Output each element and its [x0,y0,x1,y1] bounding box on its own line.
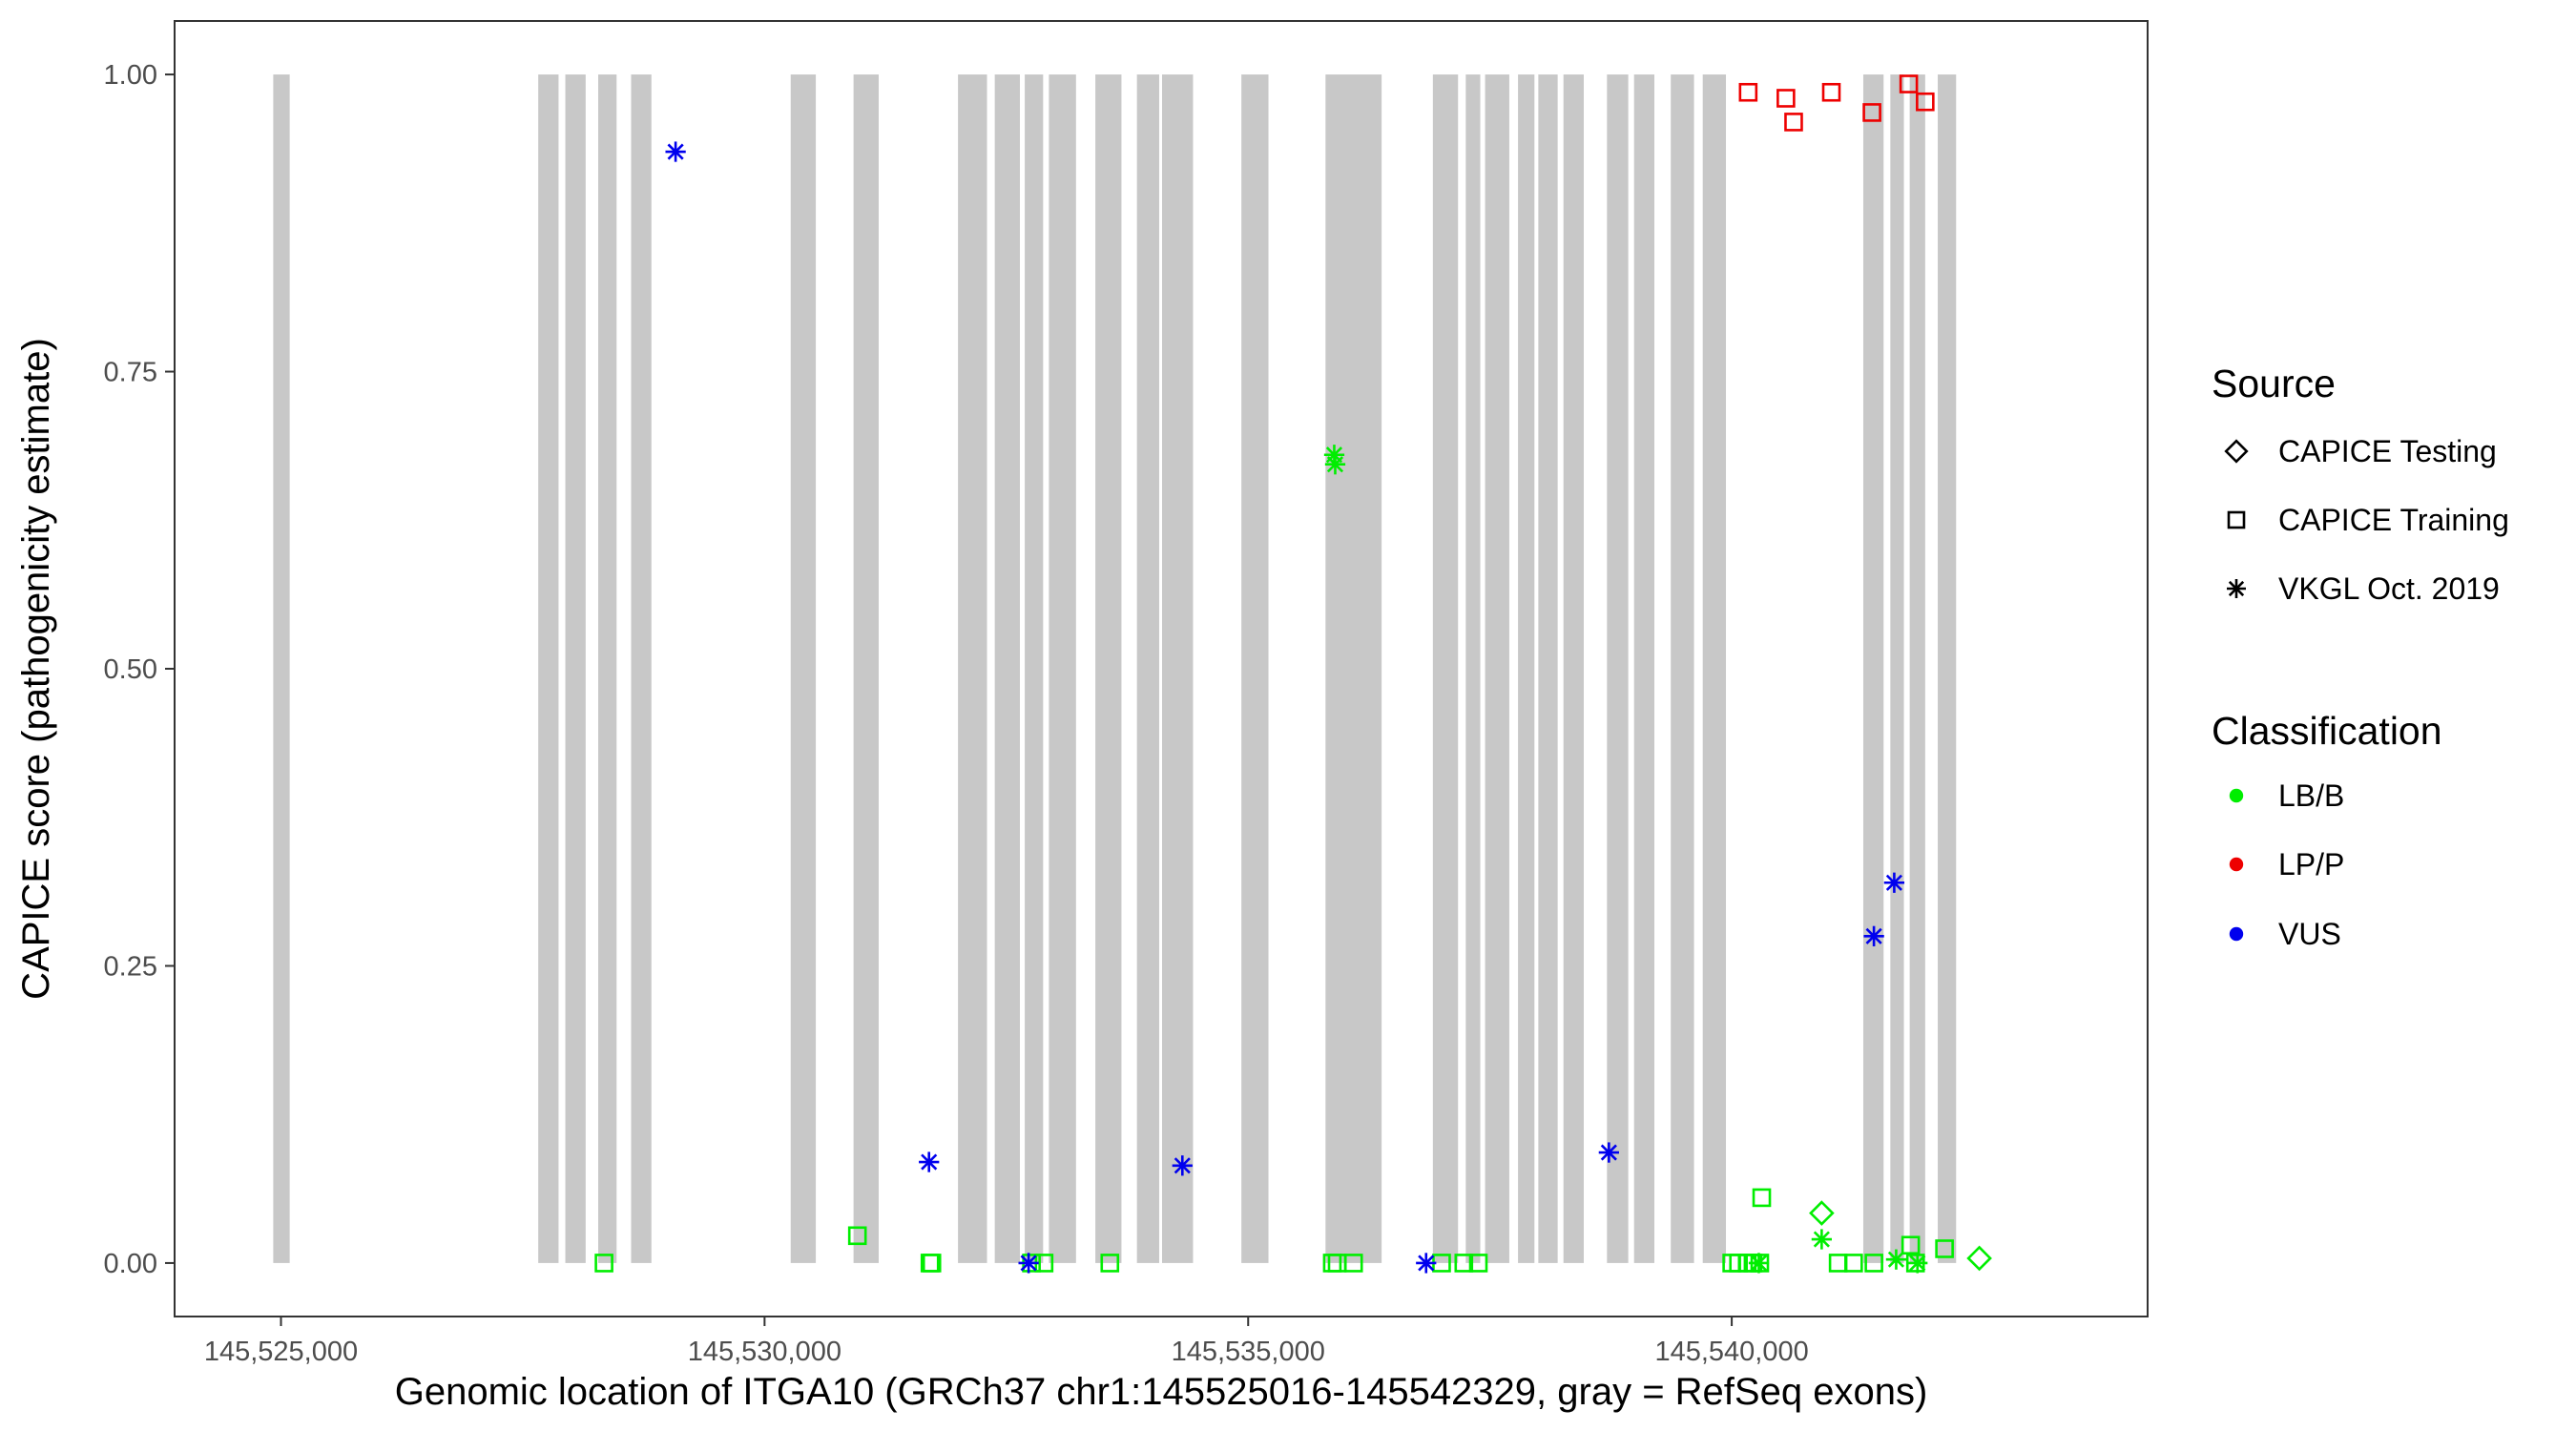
data-point-asterisk [1324,454,1346,475]
data-point-square [594,1254,613,1273]
exon-layer [273,74,1957,1263]
y-axis-ticks: 0.00 0.25 0.50 0.75 1.00 [104,60,175,1279]
data-point-square [1901,1235,1921,1255]
x-axis-ticks: 145,525,000 145,530,000 145,535,000 145,540… [204,1317,1809,1367]
exon-bar [1095,74,1122,1263]
exon-bar [598,74,617,1263]
data-point-square [1784,113,1803,132]
exon-bar [1162,74,1194,1263]
exon-bar [994,74,1020,1263]
exon-bar [1671,74,1694,1263]
legend-label-classification: LP/P [2278,847,2344,881]
legend-key-dot [2229,788,2244,803]
legend-label-classification: LB/B [2278,778,2344,813]
data-point-square [1738,82,1758,102]
data-point-square [1343,1254,1363,1273]
exon-bar [1563,74,1584,1263]
legend-key-square [2227,510,2246,529]
data-point-square [1916,92,1935,112]
data-point-asterisk [1416,1253,1437,1274]
legend-title-source: Source [2212,362,2336,405]
exon-bar [565,74,586,1263]
exon-bar [1862,74,1884,1263]
x-tick-label: 145,530,000 [688,1337,841,1367]
y-tick-label: 0.50 [104,654,157,685]
x-tick-label: 145,535,000 [1172,1337,1325,1367]
data-points [594,74,1992,1274]
data-point-square [1935,1239,1954,1258]
data-point-asterisk [1885,1249,1907,1270]
exon-bar [1136,74,1159,1263]
exon-bar [1465,74,1481,1263]
data-point-asterisk [1907,1253,1928,1274]
exon-bar [1633,74,1654,1263]
exon-bar [1890,74,1904,1263]
data-point-asterisk [665,141,686,162]
exon-bar [1325,74,1382,1263]
data-point-square [1100,1254,1120,1273]
legend-label-source: CAPICE Training [2278,503,2509,537]
exon-bar [631,74,652,1263]
legend-label-source: CAPICE Testing [2278,434,2497,468]
data-point-square [1899,74,1919,93]
x-axis-title: Genomic location of ITGA10 (GRCh37 chr1:… [395,1371,1928,1413]
data-point-asterisk [1748,1253,1770,1274]
data-point-asterisk [1863,925,1884,946]
data-point-asterisk [1172,1155,1193,1176]
data-point-square [922,1254,942,1273]
data-point-asterisk [1018,1253,1039,1274]
data-point-square [847,1226,867,1246]
exon-bar [273,74,290,1263]
legend-key-asterisk [2227,579,2246,598]
data-point-diamond [1966,1245,1992,1272]
data-point-square [1864,1254,1883,1273]
y-tick-label: 0.25 [104,951,157,982]
data-point-diamond [1809,1200,1835,1226]
exon-bar [1049,74,1076,1263]
y-tick-label: 1.00 [104,60,157,91]
y-axis-title: CAPICE score (pathogenicity estimate) [15,338,57,1000]
exon-bar [1518,74,1535,1263]
legend-key-dot [2229,857,2244,872]
data-point-asterisk [1811,1229,1832,1250]
exon-bar [1241,74,1269,1263]
y-tick-label: 0.75 [104,358,157,388]
exon-bar [1909,74,1925,1263]
exon-bar [853,74,879,1263]
data-point-square [1862,103,1881,122]
data-point-square [1752,1188,1772,1208]
legend-key-diamond [2224,439,2249,464]
exon-bar [1432,74,1459,1263]
exon-bar [790,74,817,1263]
exon-bar [1702,74,1727,1263]
data-point-square [1722,1254,1741,1273]
exon-bar [958,74,987,1263]
legend-label-source: VKGL Oct. 2019 [2278,571,2500,606]
y-tick-label: 0.00 [104,1249,157,1279]
legend: Source Classification CAPICE Testing CAPI… [2212,362,2509,951]
exon-bar [1485,74,1509,1263]
data-point-square [1844,1254,1863,1273]
plot-panel-border [174,20,2149,1317]
exon-bar [1025,74,1044,1263]
exon-bar [1607,74,1629,1263]
x-tick-label: 145,540,000 [1654,1337,1808,1367]
data-point-square [1821,82,1841,102]
legend-key-dot [2229,926,2244,942]
exon-bar [538,74,559,1263]
data-point-asterisk [919,1151,940,1172]
exon-bar [1938,74,1957,1263]
data-point-square [1776,89,1796,108]
data-point-square [1828,1254,1848,1273]
data-point-square [1468,1254,1488,1273]
legend-title-classification: Classification [2212,709,2442,753]
data-point-asterisk [1883,872,1905,893]
x-tick-label: 145,525,000 [204,1337,358,1367]
exon-bar [1538,74,1558,1263]
data-point-asterisk [1598,1142,1619,1163]
data-point-square [1454,1254,1474,1273]
legend-label-classification: VUS [2278,917,2341,951]
